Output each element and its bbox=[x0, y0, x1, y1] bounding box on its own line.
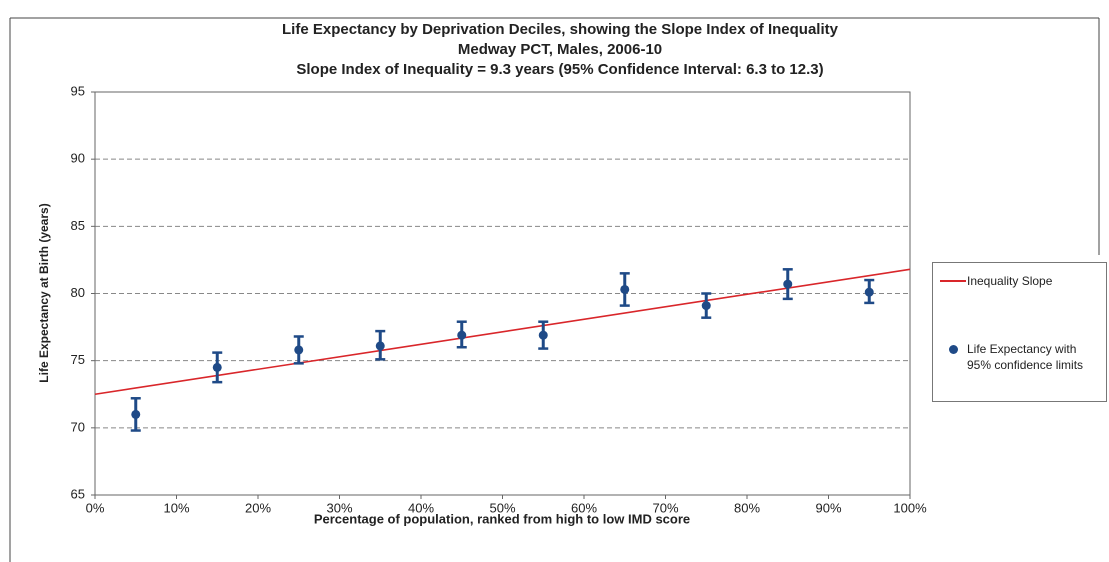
legend-label: Life Expectancy with 95% confidence limi… bbox=[967, 342, 1084, 372]
x-tick-label: 50% bbox=[489, 500, 515, 515]
point bbox=[375, 341, 385, 351]
point bbox=[864, 287, 874, 297]
plot-area bbox=[94, 91, 911, 496]
y-tick-label: 80 bbox=[71, 285, 85, 300]
point bbox=[131, 409, 141, 419]
point bbox=[783, 279, 793, 289]
y-tick-label: 70 bbox=[71, 419, 85, 434]
y-axis-label: Life Expectancy at Birth (years) bbox=[37, 203, 51, 382]
point bbox=[538, 330, 548, 340]
y-tick-label: 85 bbox=[71, 218, 85, 233]
legend: Inequality Slope Life Expectancy with 95%… bbox=[932, 262, 1107, 402]
x-tick-label: 20% bbox=[245, 500, 271, 515]
annotation: Slope Index of Inequality = 9.3 years (9… bbox=[296, 61, 823, 78]
legend-key bbox=[939, 273, 967, 289]
y-tick-label: 75 bbox=[71, 352, 85, 367]
chart-title: Life Expectancy by Deprivation Deciles, … bbox=[282, 21, 839, 38]
legend-item: Inequality Slope bbox=[939, 273, 1102, 289]
chart-subtitle: Medway PCT, Males, 2006-10 bbox=[458, 41, 662, 58]
x-tick-label: 90% bbox=[815, 500, 841, 515]
y-tick-label: 90 bbox=[71, 151, 85, 166]
legend-item: Life Expectancy with 95% confidence limi… bbox=[939, 341, 1102, 373]
x-tick-label: 30% bbox=[326, 500, 352, 515]
x-tick-label: 80% bbox=[734, 500, 760, 515]
x-tick-label: 10% bbox=[163, 500, 189, 515]
slope-line bbox=[94, 268, 911, 396]
x-tick-label: 60% bbox=[571, 500, 597, 515]
x-tick-label: 70% bbox=[652, 500, 678, 515]
legend-key bbox=[939, 341, 967, 357]
x-tick-label: 0% bbox=[86, 500, 105, 515]
x-tick-label: 100% bbox=[893, 500, 927, 515]
x-tick-label: 40% bbox=[408, 500, 434, 515]
point bbox=[701, 301, 711, 311]
y-tick-label: 95 bbox=[71, 83, 85, 98]
x-axis-label: Percentage of population, ranked from hi… bbox=[314, 511, 690, 526]
point bbox=[457, 330, 467, 340]
point bbox=[294, 345, 304, 355]
point bbox=[212, 362, 222, 372]
legend-label: Inequality Slope bbox=[967, 274, 1053, 288]
point bbox=[620, 284, 630, 294]
y-tick-label: 65 bbox=[71, 486, 85, 501]
